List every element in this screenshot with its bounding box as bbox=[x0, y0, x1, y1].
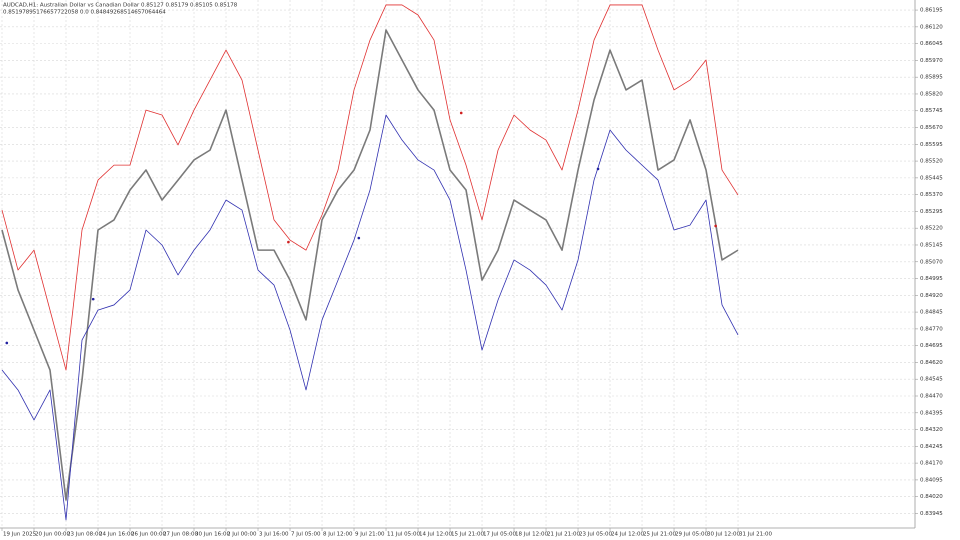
y-tick-label: 0.84995 bbox=[920, 276, 943, 282]
y-tick-label: 0.85595 bbox=[920, 142, 943, 148]
y-tick-label: 0.84545 bbox=[920, 377, 943, 383]
y-tick-label: 0.84320 bbox=[920, 427, 943, 433]
x-tick-label: 26 Jun 00:00 bbox=[131, 532, 166, 538]
x-tick-label: 23 Jul 05:00 bbox=[579, 532, 612, 538]
x-tick-label: 19 Jun 2025 bbox=[3, 532, 37, 538]
y-tick-label: 0.85295 bbox=[920, 209, 943, 215]
x-tick-label: 30 Jun 16:00 bbox=[195, 532, 230, 538]
y-tick-label: 0.85070 bbox=[920, 259, 943, 265]
x-tick-label: 31 Jul 21:00 bbox=[739, 532, 772, 538]
chart-title: AUDCAD,H1: Australian Dollar vs Canadian… bbox=[3, 3, 238, 9]
x-tick-label: 8 Jul 12:00 bbox=[323, 532, 353, 538]
signal-dot bbox=[714, 224, 717, 228]
x-tick-label: 3 Jul 16:00 bbox=[259, 532, 289, 538]
x-tick-label: 24 Jul 12:00 bbox=[611, 532, 644, 538]
y-tick-label: 0.85370 bbox=[920, 192, 943, 198]
x-tick-label: 20 Jun 00:00 bbox=[35, 532, 70, 538]
x-tick-label: 29 Jul 05:00 bbox=[675, 532, 708, 538]
price-line bbox=[1, 29, 739, 501]
signal-dot bbox=[596, 167, 600, 171]
y-tick-label: 0.84620 bbox=[920, 360, 943, 366]
y-tick-label: 0.84845 bbox=[920, 310, 943, 316]
y-tick-label: 0.84470 bbox=[920, 394, 943, 400]
y-tick-label: 0.85220 bbox=[920, 226, 943, 232]
y-tick-label: 0.84395 bbox=[920, 410, 943, 416]
x-tick-label: 2 Jul 00:00 bbox=[227, 532, 257, 538]
y-tick-label: 0.84020 bbox=[920, 494, 943, 500]
x-tick-label: 23 Jun 08:00 bbox=[67, 532, 102, 538]
y-tick-label: 0.84695 bbox=[920, 343, 943, 349]
x-tick-label: 30 Jul 12:00 bbox=[707, 532, 740, 538]
x-tick-label: 14 Jul 12:00 bbox=[419, 532, 452, 538]
x-tick-label: 9 Jul 21:00 bbox=[355, 532, 385, 538]
x-tick-label: 25 Jul 21:00 bbox=[643, 532, 676, 538]
y-tick-label: 0.83945 bbox=[920, 511, 943, 517]
y-tick-label: 0.85820 bbox=[920, 91, 943, 97]
x-tick-label: 15 Jul 21:00 bbox=[451, 532, 484, 538]
y-tick-label: 0.85445 bbox=[920, 175, 943, 181]
x-tick-label: 7 Jul 05:00 bbox=[291, 532, 321, 538]
y-tick-label: 0.84770 bbox=[920, 326, 943, 332]
indicator-values: 0.85197895176657722058 0.0 0.84849268514… bbox=[3, 10, 166, 16]
y-tick-label: 0.86045 bbox=[920, 41, 943, 47]
y-tick-label: 0.85670 bbox=[920, 125, 943, 131]
x-tick-label: 18 Jul 12:00 bbox=[515, 532, 548, 538]
x-tick-label: 11 Jul 05:00 bbox=[387, 532, 420, 538]
band-line bbox=[1, 114, 739, 521]
y-tick-label: 0.85145 bbox=[920, 242, 943, 248]
y-tick-label: 0.86120 bbox=[920, 24, 943, 30]
y-tick-label: 0.84245 bbox=[920, 444, 943, 450]
y-tick-label: 0.84170 bbox=[920, 461, 943, 467]
x-tick-label: 17 Jul 05:00 bbox=[483, 532, 516, 538]
signal-dot bbox=[357, 236, 361, 240]
y-tick-label: 0.84920 bbox=[920, 293, 943, 299]
band-line bbox=[1, 4, 739, 371]
signal-dot bbox=[5, 341, 9, 345]
signal-dot bbox=[287, 240, 290, 244]
x-tick-label: 27 Jun 08:00 bbox=[163, 532, 198, 538]
x-tick-label: 24 Jun 16:00 bbox=[99, 532, 134, 538]
y-tick-label: 0.85520 bbox=[920, 159, 943, 165]
y-tick-label: 0.85745 bbox=[920, 108, 943, 114]
y-tick-label: 0.86195 bbox=[920, 8, 943, 14]
signal-dot bbox=[459, 111, 463, 115]
x-tick-label: 21 Jul 21:00 bbox=[547, 532, 580, 538]
signal-dot bbox=[91, 297, 95, 301]
y-tick-label: 0.84095 bbox=[920, 477, 943, 483]
y-tick-label: 0.85970 bbox=[920, 58, 943, 64]
y-tick-label: 0.85895 bbox=[920, 75, 943, 81]
